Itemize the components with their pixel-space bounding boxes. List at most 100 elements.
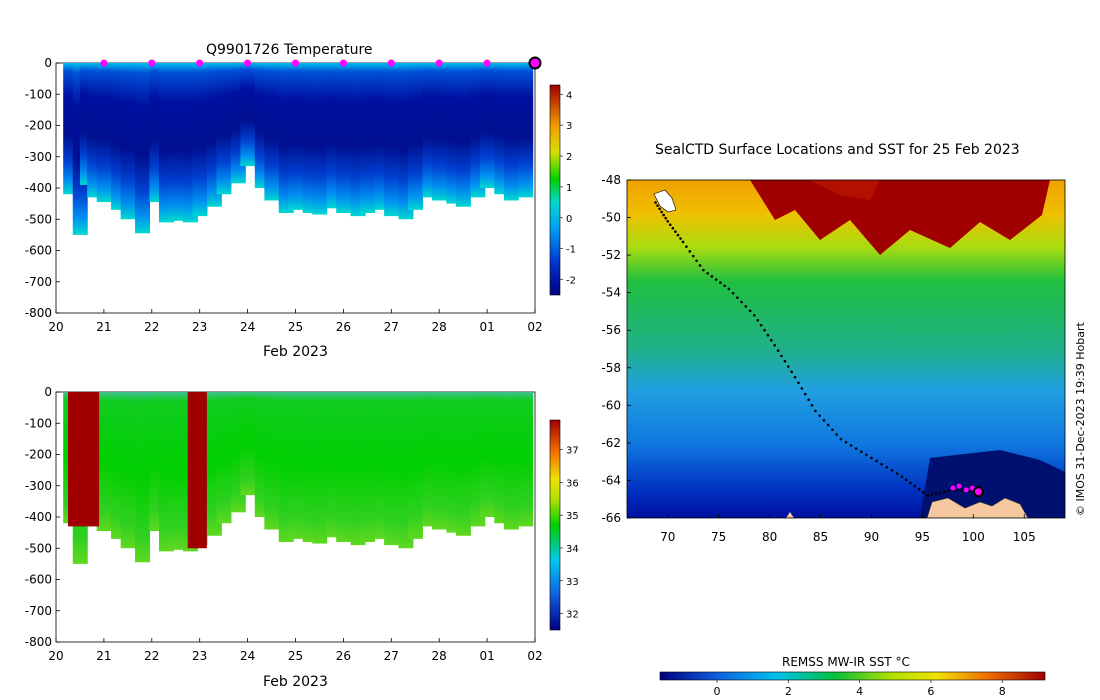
colorbar-tick-label: 35 [566, 511, 579, 522]
track-point [685, 245, 688, 248]
colorbar-tick-label: 2 [566, 152, 572, 163]
track-point [947, 489, 951, 493]
temperature-profile [120, 63, 136, 220]
temperature-xtick-label: 28 [432, 320, 447, 334]
salinity-profile [120, 392, 136, 549]
track-point [814, 409, 817, 413]
track-point [731, 291, 735, 295]
track-point [714, 278, 718, 281]
temperature-xtick-label: 21 [96, 320, 111, 334]
track-point [793, 375, 797, 379]
track-point [666, 220, 670, 223]
temperature-ytick-label: -800 [25, 306, 52, 320]
temperature-profile [135, 63, 151, 234]
temperature-profile [479, 63, 495, 188]
temperature-xtick-label: 27 [384, 320, 399, 334]
track-point [900, 475, 904, 478]
colorbar-tick-label: -2 [566, 276, 576, 287]
salinity-profile [96, 392, 112, 532]
coast-island [786, 512, 794, 518]
track-point [844, 440, 848, 444]
map-ytick-label: -52 [601, 248, 621, 262]
salinity-profile [288, 392, 304, 539]
track-point [668, 223, 672, 227]
sst-colorbar-tick-label: 8 [999, 685, 1006, 698]
map-ytick-label: -58 [601, 361, 621, 375]
colorbar-tick-label: -1 [566, 245, 576, 256]
track-point [656, 204, 659, 207]
temperature-ytick-label: -500 [25, 212, 52, 226]
track-point [921, 491, 925, 494]
colorbar-tick-label: 34 [566, 544, 579, 555]
warm-water-region [750, 180, 1050, 255]
temperature-ytick-label: -400 [25, 181, 52, 195]
sst-map: 70 75 80 85 90 95 100 105 -48 -50 -52 -54 -56 -58 -60 -… [601, 173, 1066, 544]
track-point [691, 254, 695, 258]
track-point [904, 478, 908, 482]
map-ytick-label: -66 [601, 511, 621, 525]
sst-colorbar-tick-label: 6 [927, 685, 934, 698]
track-point [810, 404, 814, 407]
salinity-profile [518, 392, 534, 527]
track-point [890, 469, 894, 472]
map-ytick-label: -60 [601, 398, 621, 412]
antarctic-coast [926, 497, 1029, 518]
track-point [917, 487, 921, 491]
salinity-ytick-label: -300 [25, 479, 52, 493]
salinity-profile [135, 392, 151, 563]
track-point [854, 447, 858, 450]
sst-colorbar-bar [659, 671, 1046, 681]
track-point [938, 491, 942, 494]
track-point [786, 365, 790, 368]
salinity-profile [360, 392, 376, 542]
salinity-profile [312, 392, 328, 544]
map-xtick-label: 90 [864, 530, 879, 544]
track-point [885, 466, 889, 469]
track-point [875, 459, 878, 463]
track-point [880, 462, 883, 466]
colorbar-tick-label: 33 [566, 577, 579, 588]
salinity-xtick-label: 02 [527, 649, 542, 663]
map-xtick-label: 95 [915, 530, 930, 544]
salinity-profile [216, 392, 232, 524]
track-point [763, 328, 766, 332]
salinity-xtick-label: 01 [479, 649, 494, 663]
temperature-profile [240, 63, 256, 167]
track-point [934, 492, 938, 495]
track-point [803, 392, 807, 396]
temperature-colorbar-ticks: 4 3 2 1 0 -1 -2 [560, 90, 576, 287]
temperature-profile [312, 63, 328, 215]
track-point [849, 444, 853, 447]
track-point [930, 493, 934, 496]
surface-marker [292, 59, 299, 67]
surface-marker [483, 59, 491, 67]
track-point [797, 381, 800, 385]
temperature-xtick-label: 24 [240, 320, 255, 334]
track-point [807, 398, 810, 401]
temperature-xtick-label: 02 [527, 320, 542, 334]
track-point [671, 226, 675, 230]
colorbar-tick-label: 4 [566, 90, 572, 101]
surface-marker [387, 59, 395, 67]
track-point [710, 275, 714, 278]
salinity-profile [455, 392, 471, 536]
recent-surface-marker [956, 483, 962, 489]
salinity-ytick-label: 0 [44, 385, 52, 399]
colorbar-tick-label: 37 [566, 446, 579, 457]
track-point [780, 354, 783, 358]
temperature-profile [336, 63, 352, 213]
surface-marker [244, 59, 252, 67]
track-point [744, 305, 748, 308]
surface-marker [148, 59, 156, 67]
temperature-profile [455, 63, 471, 207]
track-point [818, 414, 821, 417]
track-point [688, 250, 692, 253]
recent-surface-marker [950, 485, 956, 491]
salinity-anomaly-column [67, 392, 100, 527]
track-point [870, 456, 873, 460]
track-point [753, 313, 756, 317]
track-point [943, 490, 946, 494]
map-ytick-label: -64 [601, 473, 621, 487]
track-point [913, 484, 917, 488]
